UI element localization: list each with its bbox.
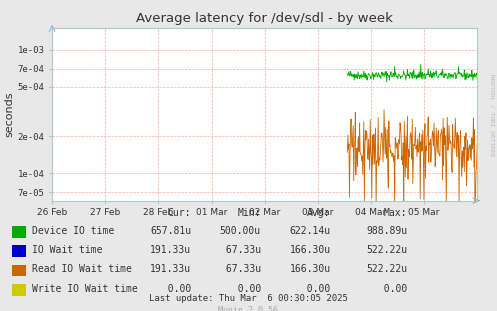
Text: 67.33u: 67.33u bbox=[220, 245, 261, 255]
Text: Min:: Min: bbox=[238, 208, 261, 218]
Text: Read IO Wait time: Read IO Wait time bbox=[32, 264, 132, 274]
Text: Max:: Max: bbox=[384, 208, 408, 218]
Text: RRDTOOL / TOBI OETIKER: RRDTOOL / TOBI OETIKER bbox=[490, 74, 495, 156]
Text: Cur:: Cur: bbox=[168, 208, 191, 218]
Text: Munin 2.0.56: Munin 2.0.56 bbox=[219, 306, 278, 311]
Text: 657.81u: 657.81u bbox=[150, 226, 191, 236]
Text: 988.89u: 988.89u bbox=[366, 226, 408, 236]
Text: Last update: Thu Mar  6 00:30:05 2025: Last update: Thu Mar 6 00:30:05 2025 bbox=[149, 294, 348, 303]
Text: 522.22u: 522.22u bbox=[366, 245, 408, 255]
Text: 166.30u: 166.30u bbox=[289, 264, 331, 274]
Text: 0.00: 0.00 bbox=[372, 284, 408, 294]
Text: 522.22u: 522.22u bbox=[366, 264, 408, 274]
Text: 191.33u: 191.33u bbox=[150, 245, 191, 255]
Text: Write IO Wait time: Write IO Wait time bbox=[32, 284, 138, 294]
Title: Average latency for /dev/sdl - by week: Average latency for /dev/sdl - by week bbox=[136, 12, 393, 26]
Y-axis label: seconds: seconds bbox=[5, 91, 15, 137]
Text: 622.14u: 622.14u bbox=[289, 226, 331, 236]
Text: 0.00: 0.00 bbox=[295, 284, 331, 294]
Text: Device IO time: Device IO time bbox=[32, 226, 114, 236]
Text: 67.33u: 67.33u bbox=[220, 264, 261, 274]
Text: 500.00u: 500.00u bbox=[220, 226, 261, 236]
Text: 166.30u: 166.30u bbox=[289, 245, 331, 255]
Text: IO Wait time: IO Wait time bbox=[32, 245, 103, 255]
Text: 191.33u: 191.33u bbox=[150, 264, 191, 274]
Text: 0.00: 0.00 bbox=[156, 284, 191, 294]
Text: 0.00: 0.00 bbox=[226, 284, 261, 294]
Text: Avg:: Avg: bbox=[307, 208, 331, 218]
